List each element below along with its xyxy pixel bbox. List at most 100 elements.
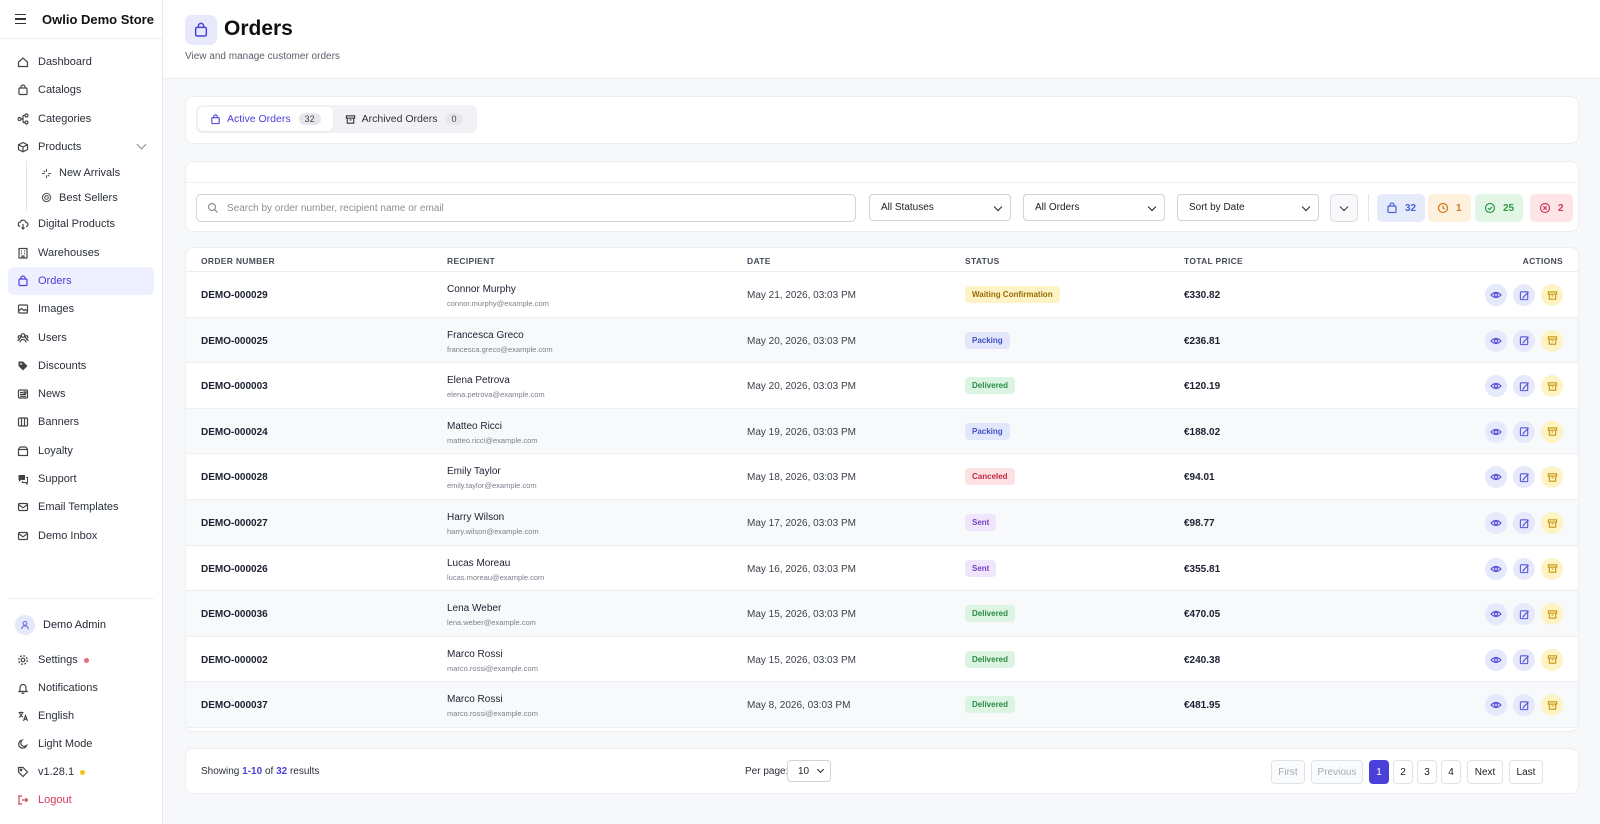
theme-toggle[interactable]: Light Mode [8,730,154,758]
column-header[interactable]: TOTAL PRICE [1184,256,1244,266]
per-page-select[interactable]: 10 [787,760,831,782]
view-order-button[interactable] [1485,329,1507,352]
archive-order-button[interactable] [1541,420,1563,443]
sidebar-item-catalogs[interactable]: Catalogs [8,76,154,104]
stat-pending[interactable]: 1 [1428,194,1471,222]
sidebar-item-orders[interactable]: Orders [8,266,154,296]
sidebar-item-warehouses[interactable]: Warehouses [8,238,154,266]
orders-filter-select[interactable]: All Orders [1023,194,1165,221]
sidebar-item-news[interactable]: News [8,380,154,408]
notifications-link[interactable]: Notifications [8,674,154,702]
order-number[interactable]: DEMO-000037 [201,700,268,712]
sidebar-item-support[interactable]: Support [8,465,154,493]
menu-icon[interactable] [15,12,29,26]
archive-order-button[interactable] [1541,512,1563,534]
view-order-button[interactable] [1485,420,1507,443]
search-input[interactable]: Search by order number, recipient name o… [196,194,856,222]
sidebar-item-users[interactable]: Users [8,323,154,351]
order-number[interactable]: DEMO-000036 [201,609,268,621]
table-row[interactable]: DEMO-000024 Matteo Ricci matteo.ricci@exam… [186,408,1578,455]
stat-total[interactable]: 32 [1377,194,1426,222]
archive-order-button[interactable] [1541,557,1563,580]
first-page-button[interactable]: First [1271,760,1305,784]
order-number[interactable]: DEMO-000027 [201,518,268,529]
sort-select[interactable]: Sort by Date [1177,194,1319,221]
order-number[interactable]: DEMO-000003 [201,381,268,393]
table-row[interactable]: DEMO-000028 Emily Taylor emily.taylor@exam… [186,454,1578,500]
page-button-4[interactable]: 4 [1441,760,1461,784]
table-row[interactable]: DEMO-000026 Lucas Moreau lucas.moreau@exam… [186,546,1578,592]
archive-order-button[interactable] [1541,466,1563,489]
stat-completed[interactable]: 25 [1475,194,1524,222]
column-header[interactable]: RECIPIENT [447,256,496,266]
edit-order-button[interactable] [1513,603,1535,626]
order-number[interactable]: DEMO-000002 [201,654,268,666]
sidebar-item-best-sellers[interactable]: Best Sellers [27,186,154,211]
sidebar-item-digital-products[interactable]: Digital Products [8,210,154,238]
logout-button[interactable]: Logout [8,786,154,814]
sidebar-item-new-arrivals[interactable]: New Arrivals [27,161,154,186]
page-button-3[interactable]: 3 [1417,760,1437,784]
table-row[interactable]: DEMO-000002 Marco Rossi marco.rossi@exampl… [186,637,1578,683]
archive-order-button[interactable] [1541,329,1563,352]
edit-order-button[interactable] [1513,512,1535,534]
sidebar-item-categories[interactable]: Categories [8,105,154,133]
table-row[interactable]: DEMO-000025 Francesca Greco francesca.grec… [186,317,1578,364]
archive-order-button[interactable] [1541,603,1563,626]
tab-active-orders[interactable]: Active Orders 32 [198,107,333,131]
sidebar-item-products[interactable]: Products [8,133,154,161]
edit-order-button[interactable] [1513,694,1535,717]
sidebar-item-discounts[interactable]: Discounts [8,352,154,380]
edit-order-button[interactable] [1513,329,1535,352]
column-header[interactable]: STATUS [965,256,1000,266]
edit-order-button[interactable] [1513,375,1535,398]
order-number[interactable]: DEMO-000026 [201,563,268,575]
chevron-down-icon[interactable] [136,139,147,150]
column-header[interactable]: ORDER NUMBER [201,256,275,266]
sidebar-item-email-templates[interactable]: Email Templates [8,493,154,521]
language-link[interactable]: English [8,702,154,730]
edit-order-button[interactable] [1513,648,1535,671]
edit-order-button[interactable] [1513,284,1535,306]
previous-page-button[interactable]: Previous [1311,760,1363,784]
version-link[interactable]: v1.28.1 [8,758,154,786]
status-filter-select[interactable]: All Statuses [869,194,1011,221]
table-row[interactable]: DEMO-000027 Harry Wilson harry.wilson@exam… [186,500,1578,546]
table-row[interactable]: DEMO-000036 Lena Weber lena.weber@example.… [186,591,1578,637]
order-number[interactable]: DEMO-000029 [201,290,268,301]
user-profile[interactable]: Demo Admin [8,611,154,639]
sidebar-item-banners[interactable]: Banners [8,408,154,436]
table-row[interactable]: DEMO-000037 Marco Rossi marco.rossi@exampl… [186,682,1578,728]
view-order-button[interactable] [1485,466,1507,489]
page-button-2[interactable]: 2 [1393,760,1413,784]
edit-order-button[interactable] [1513,466,1535,489]
tab-archived-orders[interactable]: Archived Orders 0 [333,107,475,131]
view-order-button[interactable] [1485,284,1507,306]
archive-order-button[interactable] [1541,375,1563,398]
settings-link[interactable]: Settings [8,646,154,674]
next-page-button[interactable]: Next [1467,760,1503,784]
sidebar-item-demo-inbox[interactable]: Demo Inbox [8,521,154,549]
sort-direction-button[interactable] [1330,194,1358,222]
archive-order-button[interactable] [1541,284,1563,306]
order-number[interactable]: DEMO-000024 [201,426,268,438]
page-button-1[interactable]: 1 [1369,760,1389,784]
table-row[interactable]: DEMO-000003 Elena Petrova elena.petrova@ex… [186,363,1578,409]
view-order-button[interactable] [1485,375,1507,398]
order-number[interactable]: DEMO-000025 [201,335,268,347]
stat-canceled[interactable]: 2 [1530,194,1573,222]
view-order-button[interactable] [1485,512,1507,534]
order-number[interactable]: DEMO-000028 [201,472,268,484]
table-row[interactable]: DEMO-000029 Connor Murphy connor.murphy@ex… [186,272,1578,318]
sidebar-item-loyalty[interactable]: Loyalty [8,437,154,465]
sidebar-item-images[interactable]: Images [8,295,154,323]
view-order-button[interactable] [1485,648,1507,671]
sidebar-item-dashboard[interactable]: Dashboard [8,48,154,76]
archive-order-button[interactable] [1541,694,1563,717]
edit-order-button[interactable] [1513,557,1535,580]
view-order-button[interactable] [1485,557,1507,580]
last-page-button[interactable]: Last [1509,760,1543,784]
column-header[interactable]: DATE [747,256,771,266]
edit-order-button[interactable] [1513,420,1535,443]
view-order-button[interactable] [1485,603,1507,626]
